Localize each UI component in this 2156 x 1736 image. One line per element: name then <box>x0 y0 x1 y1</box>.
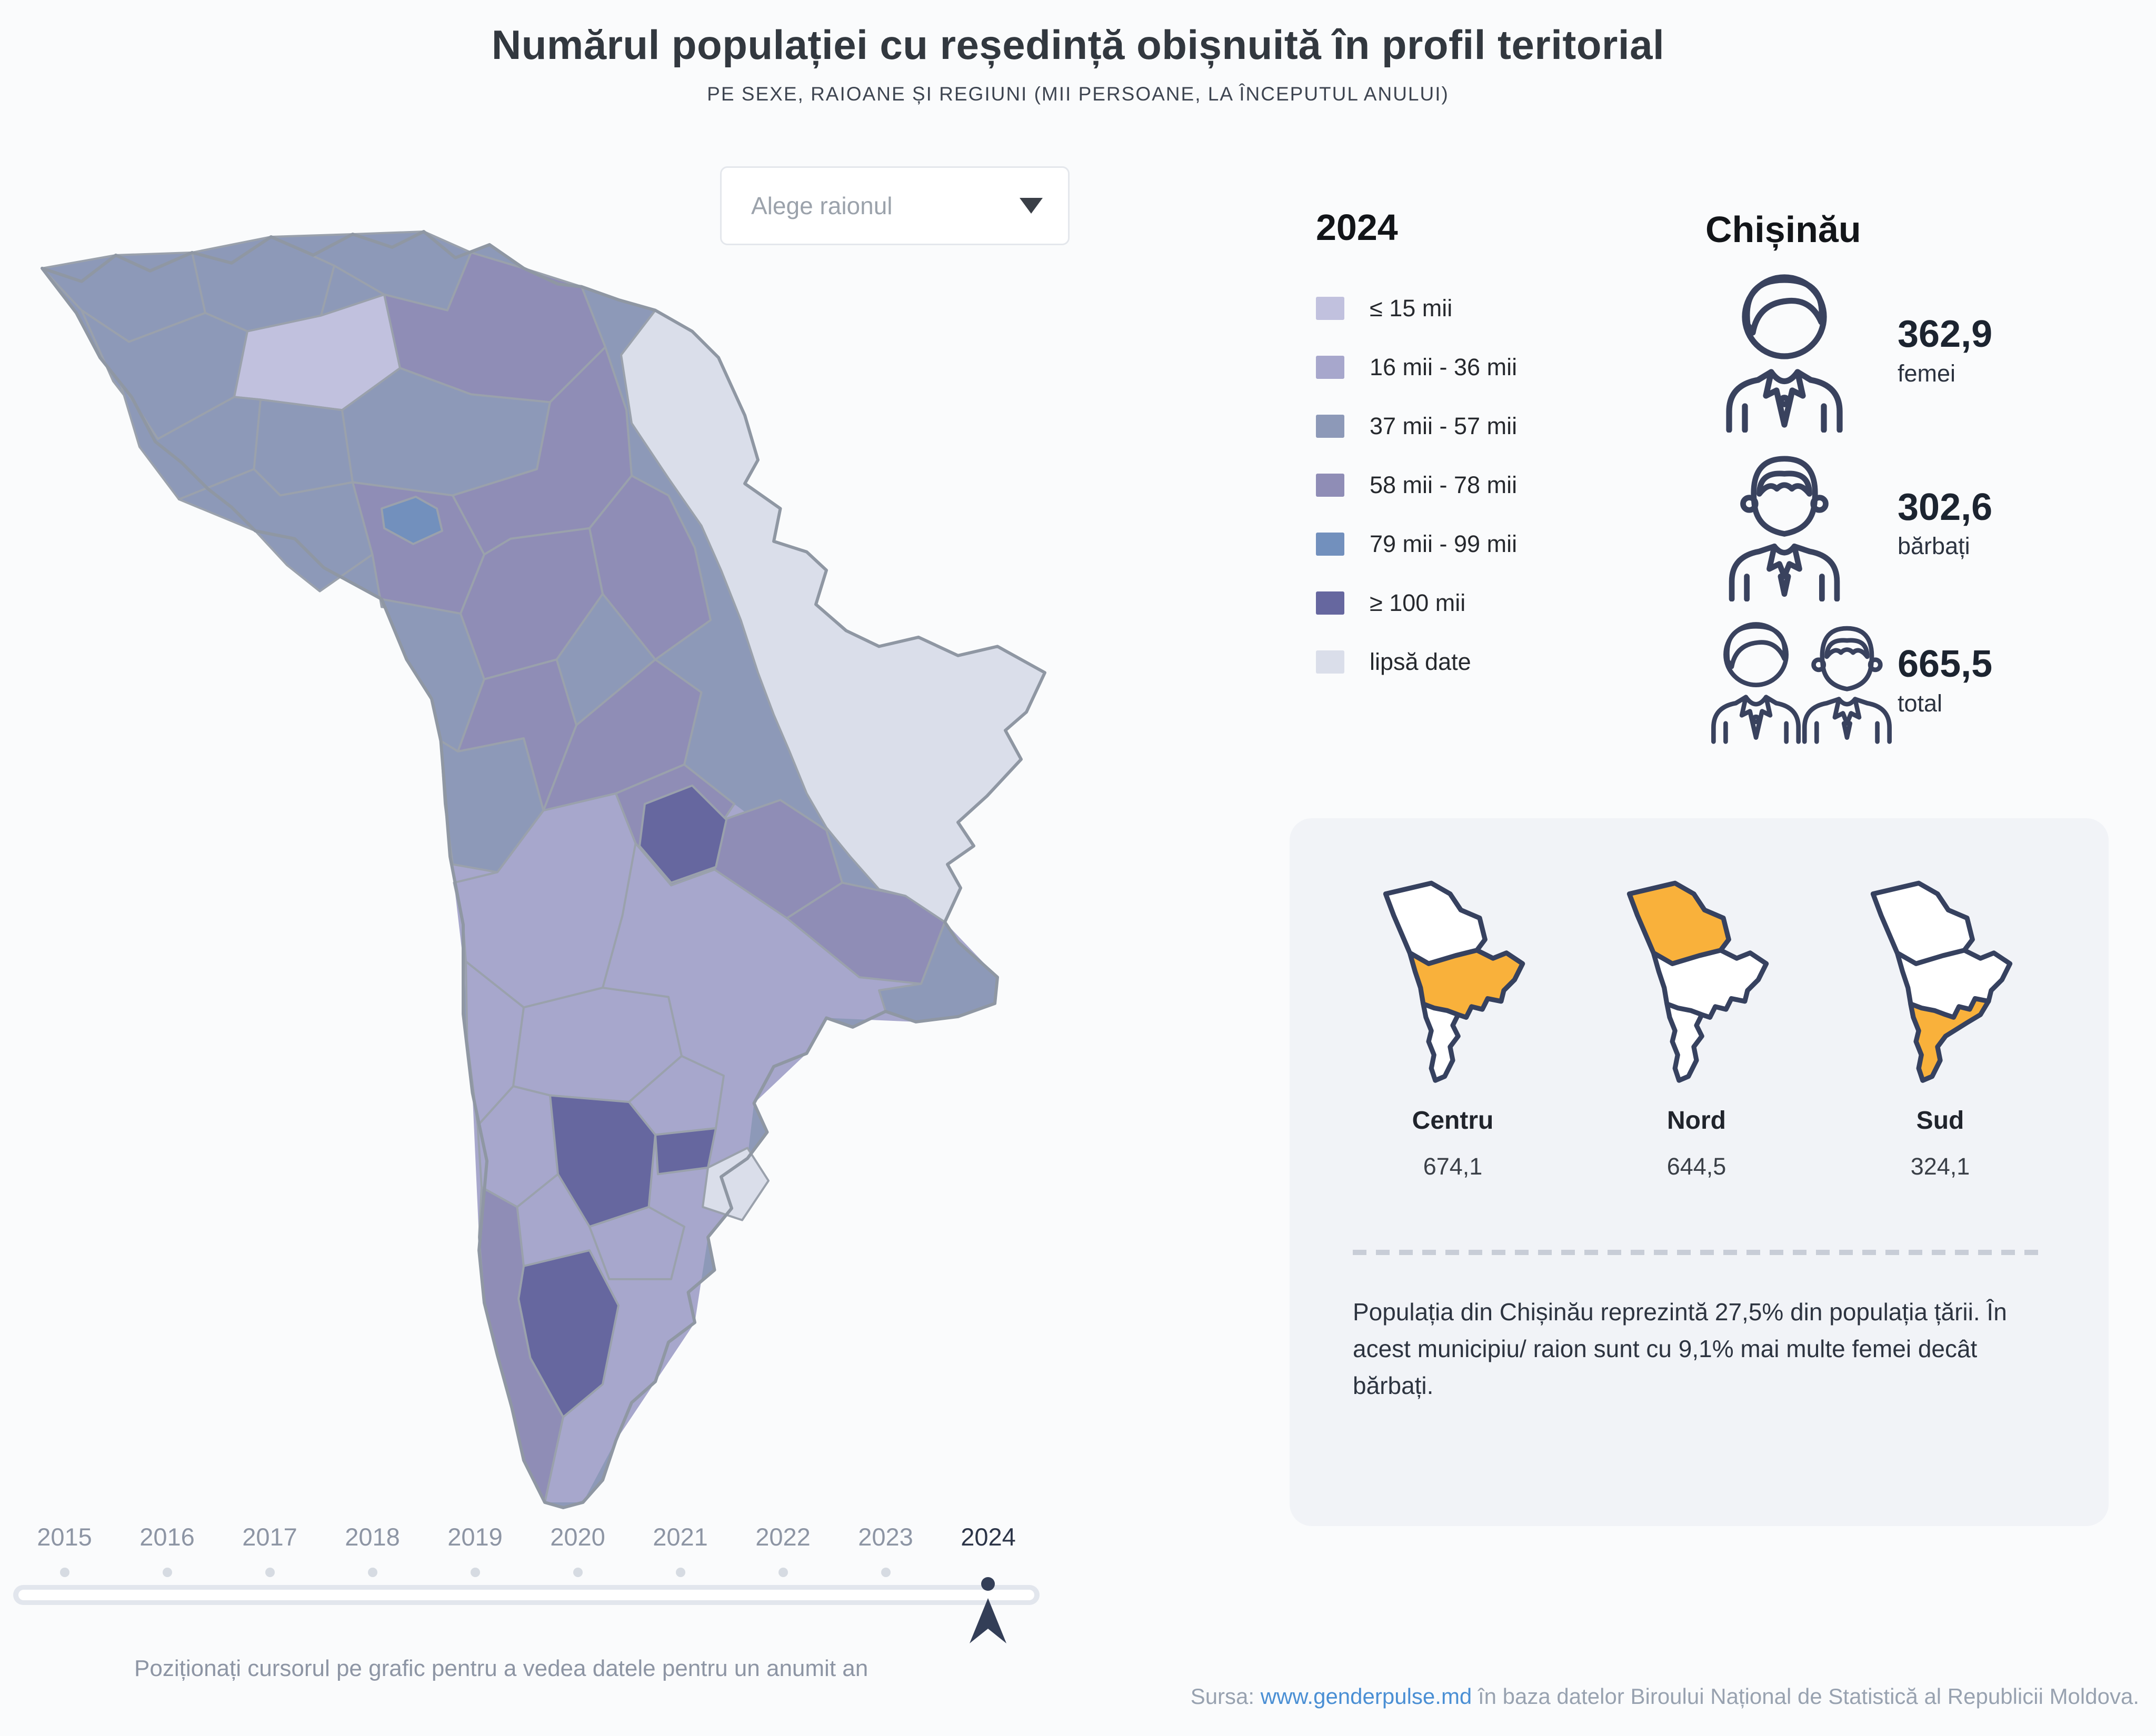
minimap-nord <box>1626 880 1769 1083</box>
year-2022[interactable]: 2022 <box>755 1523 811 1551</box>
tick-2017[interactable] <box>218 1566 321 1579</box>
districts[interactable] <box>41 230 1046 1504</box>
legend-swatch <box>1316 356 1344 379</box>
selected-unit-panel: Chișinău 362,9 femei <box>1705 208 2142 760</box>
stat-label-barbati: bărbați <box>1898 533 1970 560</box>
legend-swatch <box>1316 474 1344 497</box>
stat-row-barbati: 302,6 bărbați <box>1705 446 2142 601</box>
year-2019[interactable]: 2019 <box>447 1523 503 1551</box>
stat-label-total: total <box>1898 689 1943 717</box>
region-value: 644,5 <box>1666 1153 1726 1180</box>
district-balti <box>381 495 443 545</box>
legend-swatch <box>1316 533 1344 556</box>
tick-2016[interactable] <box>116 1566 218 1579</box>
male-icon <box>1705 446 1898 601</box>
year-2021[interactable]: 2021 <box>653 1523 708 1551</box>
slider-track[interactable] <box>13 1585 1040 1605</box>
region-value: 324,1 <box>1910 1153 1970 1180</box>
legend-row: 37 mii - 57 mii <box>1316 397 1653 456</box>
legend-swatch <box>1316 650 1344 674</box>
moldova-choropleth-map[interactable] <box>37 226 1061 1513</box>
female-icon <box>1705 269 1898 433</box>
region-name: Nord <box>1667 1107 1726 1135</box>
country-outline <box>41 229 1046 1510</box>
district-chisinau <box>638 784 727 884</box>
slider-cursor[interactable] <box>964 1576 1012 1655</box>
page-subtitle: PE SEXE, RAIOANE ȘI REGIUNI (MII PERSOAN… <box>707 83 1449 105</box>
region-card-sud: Sud 324,1 <box>1840 875 2040 1180</box>
year-2023[interactable]: 2023 <box>858 1523 913 1551</box>
tick-2022[interactable] <box>732 1566 834 1579</box>
slider-hint: Poziționați cursorul pe grafic pentru a … <box>134 1655 869 1681</box>
stat-row-total: 665,5 total <box>1705 615 2142 747</box>
district-gagauzia-mid <box>654 1127 717 1176</box>
tick-2015[interactable] <box>13 1566 116 1579</box>
year-2017[interactable]: 2017 <box>242 1523 297 1551</box>
year-2016[interactable]: 2016 <box>139 1523 195 1551</box>
regions-panel: Centru 674,1 Nord 644,5 Sud 32 <box>1290 818 2109 1526</box>
tick-2020[interactable] <box>526 1566 629 1579</box>
minimap-centru <box>1383 880 1525 1083</box>
female-male-icon <box>1705 615 1898 747</box>
page-title: Numărul populației cu reședință obișnuit… <box>491 22 1665 68</box>
legend-year: 2024 <box>1316 207 1398 248</box>
stat-label-femei: femei <box>1898 359 1956 387</box>
legend-row: 58 mii - 78 mii <box>1316 456 1653 515</box>
source-line: Sursa: www.genderpulse.md în baza datelo… <box>1190 1684 2139 1709</box>
legend-row: 16 mii - 36 mii <box>1316 338 1653 397</box>
legend-row: 79 mii - 99 mii <box>1316 515 1653 574</box>
region-value: 674,1 <box>1423 1153 1483 1180</box>
year-slider: 2015 2016 2017 2018 2019 2020 2021 2022 … <box>13 1522 1040 1605</box>
year-2020[interactable]: 2020 <box>550 1523 605 1551</box>
raion-select-placeholder: Alege raionul <box>751 192 893 219</box>
tick-2018[interactable] <box>321 1566 424 1579</box>
legend-row: ≥ 100 mii <box>1316 574 1653 633</box>
year-ticks <box>13 1566 1040 1579</box>
chevron-down-icon <box>1020 198 1043 214</box>
source-link[interactable]: www.genderpulse.md <box>1260 1684 1472 1709</box>
minimap-sud <box>1870 880 2013 1083</box>
legend-row: lipsă date <box>1316 633 1653 691</box>
year-2015[interactable]: 2015 <box>37 1523 92 1551</box>
stat-value-barbati: 302,6 <box>1898 486 1993 528</box>
region-name: Centru <box>1412 1107 1494 1135</box>
raion-select[interactable]: Alege raionul <box>720 166 1070 245</box>
stat-row-femei: 362,9 femei <box>1705 269 2142 433</box>
legend: 2024 ≤ 15 mii 16 mii - 36 mii 37 mii - 5… <box>1316 206 1653 691</box>
legend-row: ≤ 15 mii <box>1316 279 1653 338</box>
legend-swatch <box>1316 297 1344 320</box>
region-note: Populația din Chișinău reprezintă 27,5% … <box>1353 1298 2007 1399</box>
year-labels: 2015 2016 2017 2018 2019 2020 2021 2022 … <box>13 1522 1040 1551</box>
stat-value-femei: 362,9 <box>1898 313 1993 356</box>
region-card-nord: Nord 644,5 <box>1596 875 1796 1180</box>
legend-swatch <box>1316 591 1344 615</box>
tick-2019[interactable] <box>424 1566 526 1579</box>
legend-swatch <box>1316 415 1344 438</box>
tick-2023[interactable] <box>834 1566 937 1579</box>
year-2018[interactable]: 2018 <box>345 1523 400 1551</box>
dashed-divider <box>1353 1250 2040 1255</box>
selected-unit-title: Chișinău <box>1705 209 1861 250</box>
stat-value-total: 665,5 <box>1898 643 1993 686</box>
region-name: Sud <box>1916 1107 1964 1135</box>
region-card-centru: Centru 674,1 <box>1353 875 1553 1180</box>
year-2024-selected[interactable]: 2024 <box>961 1523 1016 1551</box>
tick-2021[interactable] <box>629 1566 732 1579</box>
